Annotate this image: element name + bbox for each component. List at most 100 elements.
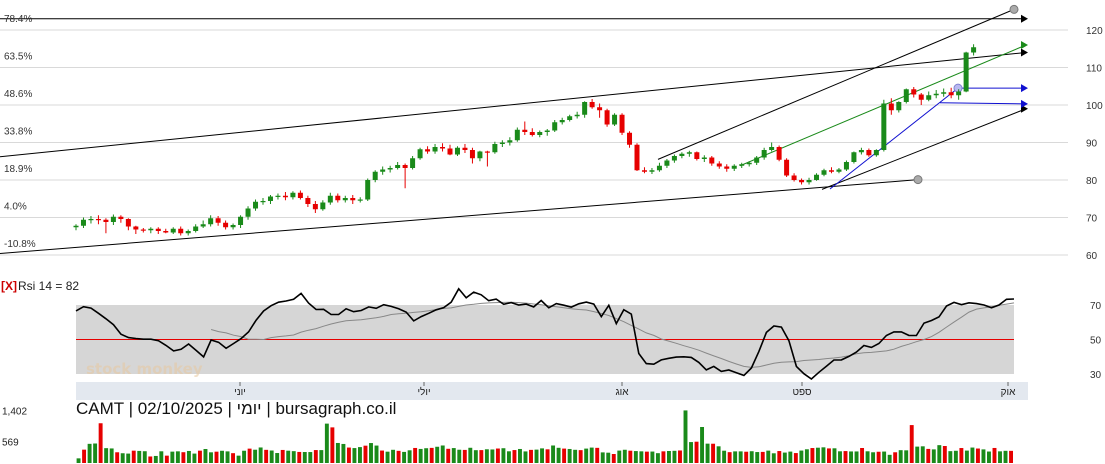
- volume-bar[interactable]: [600, 452, 605, 463]
- volume-bar[interactable]: [937, 445, 942, 463]
- candle[interactable]: [223, 222, 229, 228]
- candle[interactable]: [597, 107, 603, 111]
- volume-bar[interactable]: [931, 449, 936, 463]
- candle[interactable]: [933, 93, 939, 96]
- volume-bar[interactable]: [700, 427, 705, 463]
- candle[interactable]: [641, 170, 647, 172]
- volume-bar[interactable]: [247, 448, 252, 463]
- volume-bar[interactable]: [689, 442, 693, 463]
- volume-bar[interactable]: [622, 449, 627, 463]
- candle[interactable]: [769, 147, 775, 150]
- candle[interactable]: [612, 114, 618, 125]
- candle[interactable]: [357, 199, 363, 201]
- volume-bar[interactable]: [694, 441, 699, 463]
- candle[interactable]: [926, 95, 932, 100]
- volume-bar[interactable]: [170, 451, 175, 463]
- candle[interactable]: [410, 158, 416, 168]
- volume-bar[interactable]: [810, 448, 815, 463]
- volume-bar[interactable]: [424, 448, 429, 463]
- volume-bar[interactable]: [948, 451, 953, 463]
- volume-bar[interactable]: [545, 449, 550, 463]
- volume-bar[interactable]: [865, 451, 870, 463]
- candle[interactable]: [918, 94, 924, 100]
- candle[interactable]: [170, 228, 176, 233]
- volume-bar[interactable]: [126, 453, 131, 463]
- volume-bar[interactable]: [733, 451, 738, 463]
- volume-bar[interactable]: [291, 451, 296, 463]
- indicator-close-button[interactable]: [X]: [1, 279, 17, 293]
- candle[interactable]: [746, 162, 752, 165]
- candle[interactable]: [350, 198, 356, 201]
- volume-bar[interactable]: [352, 448, 357, 463]
- candle[interactable]: [140, 229, 146, 231]
- volume-bar[interactable]: [302, 452, 307, 463]
- candle[interactable]: [185, 231, 191, 234]
- candle[interactable]: [694, 152, 700, 159]
- candle[interactable]: [544, 130, 550, 133]
- volume-bar[interactable]: [512, 450, 517, 463]
- volume-bar[interactable]: [987, 451, 991, 463]
- volume-bar[interactable]: [650, 451, 655, 463]
- candle[interactable]: [941, 92, 947, 94]
- candle[interactable]: [193, 226, 199, 232]
- candle[interactable]: [634, 144, 640, 171]
- volume-bar[interactable]: [440, 445, 445, 463]
- volume-bar[interactable]: [153, 455, 158, 463]
- volume-bar[interactable]: [468, 447, 473, 463]
- volume-bar[interactable]: [562, 448, 567, 463]
- volume-bar[interactable]: [854, 451, 859, 463]
- candle[interactable]: [417, 149, 423, 159]
- candle[interactable]: [799, 180, 805, 183]
- candle[interactable]: [791, 175, 797, 181]
- volume-bar[interactable]: [374, 445, 379, 463]
- volume-bar[interactable]: [975, 448, 980, 463]
- volume-bar[interactable]: [396, 450, 401, 463]
- volume-bar[interactable]: [876, 451, 881, 463]
- candle[interactable]: [365, 180, 371, 200]
- trend-anchor-point[interactable]: [1009, 4, 1019, 14]
- volume-bar[interactable]: [214, 451, 219, 463]
- candle[interactable]: [888, 103, 894, 111]
- candle[interactable]: [739, 164, 745, 166]
- candle[interactable]: [671, 156, 677, 161]
- candle[interactable]: [312, 204, 318, 210]
- volume-bar[interactable]: [518, 448, 522, 463]
- volume-bar[interactable]: [611, 454, 616, 463]
- volume-bar[interactable]: [782, 452, 787, 463]
- candle[interactable]: [537, 132, 543, 135]
- volume-bar[interactable]: [749, 451, 754, 463]
- trend-anchor-point[interactable]: [953, 83, 963, 93]
- volume-bar[interactable]: [556, 447, 561, 463]
- volume-bar[interactable]: [832, 448, 837, 463]
- candle[interactable]: [425, 149, 431, 152]
- candle[interactable]: [903, 89, 909, 102]
- volume-bar[interactable]: [506, 451, 511, 463]
- volume-bar[interactable]: [893, 452, 898, 463]
- volume-bar[interactable]: [661, 451, 666, 463]
- volume-bar[interactable]: [418, 448, 423, 463]
- candle[interactable]: [245, 208, 251, 217]
- candle[interactable]: [724, 166, 730, 169]
- candle[interactable]: [851, 152, 857, 162]
- volume-bar[interactable]: [148, 456, 153, 463]
- volume-bar[interactable]: [815, 447, 820, 463]
- candle[interactable]: [118, 216, 124, 219]
- candle[interactable]: [709, 157, 715, 164]
- candle[interactable]: [80, 219, 86, 226]
- candle[interactable]: [208, 218, 214, 225]
- volume-bar[interactable]: [104, 448, 109, 463]
- candle[interactable]: [784, 159, 790, 176]
- volume-bar[interactable]: [473, 450, 478, 463]
- volume-bar[interactable]: [346, 447, 351, 463]
- volume-bar[interactable]: [915, 446, 920, 463]
- candle[interactable]: [956, 91, 962, 96]
- candle[interactable]: [507, 140, 513, 143]
- volume-bar[interactable]: [964, 450, 969, 463]
- candle[interactable]: [73, 225, 79, 228]
- candle[interactable]: [754, 157, 760, 163]
- volume-bar[interactable]: [131, 450, 136, 463]
- candle[interactable]: [95, 219, 101, 221]
- volume-bar[interactable]: [578, 450, 583, 463]
- volume-bar[interactable]: [683, 410, 688, 463]
- volume-bar[interactable]: [98, 423, 103, 463]
